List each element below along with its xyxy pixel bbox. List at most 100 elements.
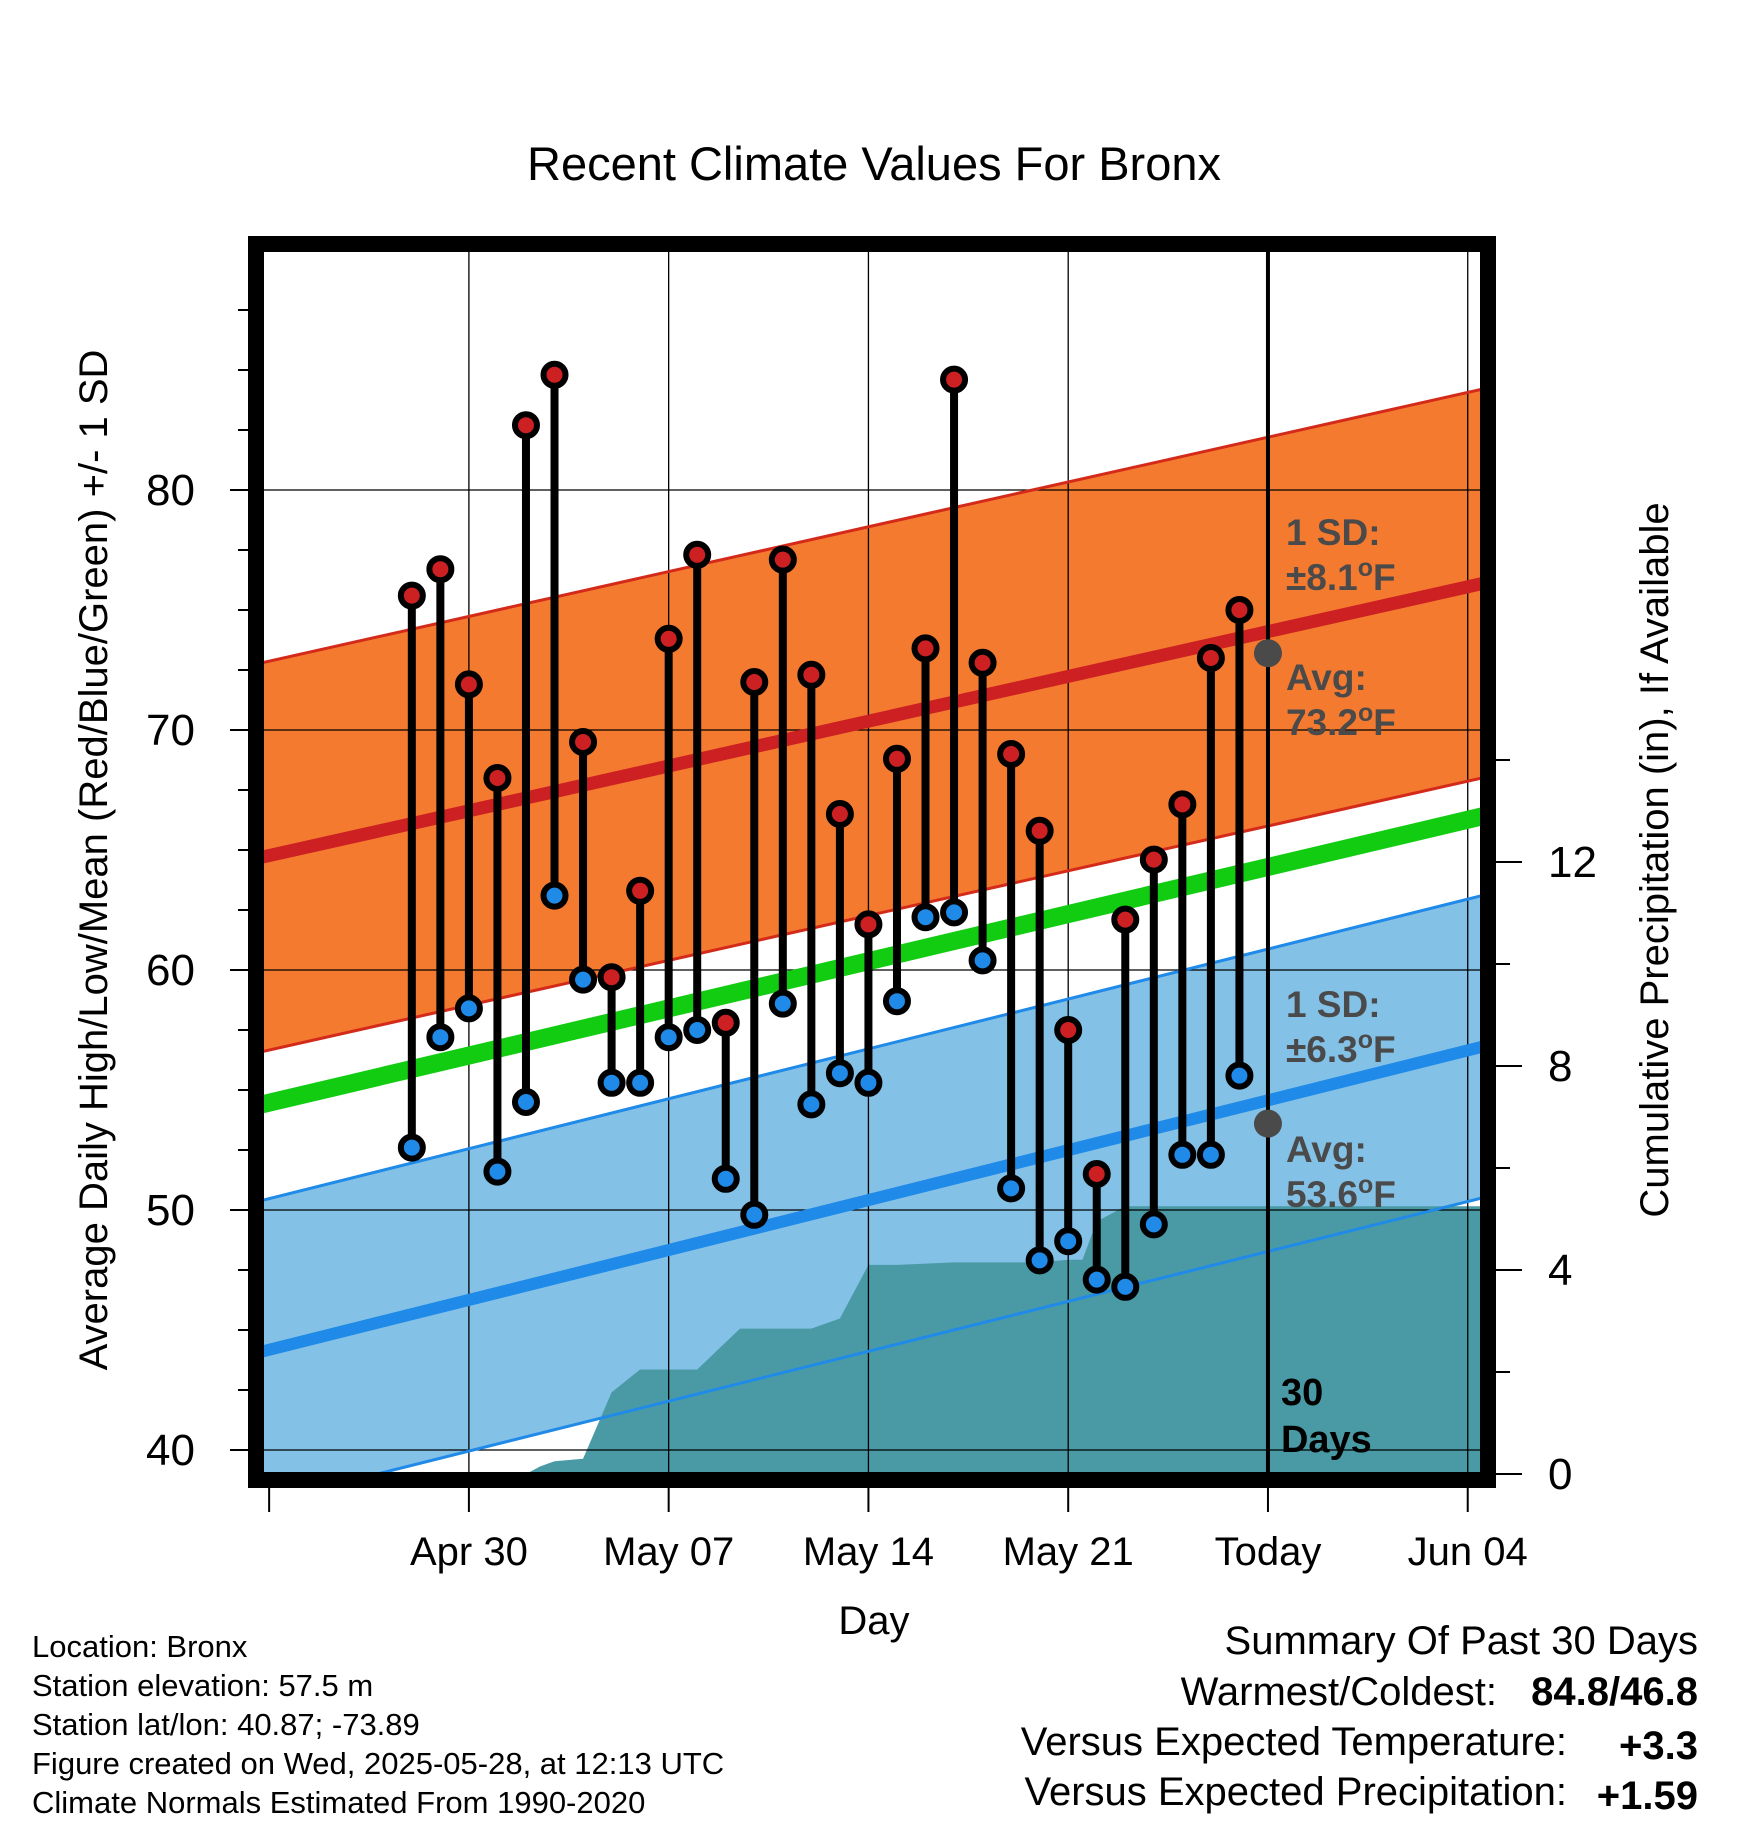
daily-high-marker (854, 910, 883, 939)
daily-low-marker (740, 1200, 769, 1229)
daily-low-marker (997, 1174, 1026, 1203)
today-normal-low-dot (1253, 1109, 1282, 1138)
x-tick-label: May 07 (603, 1530, 734, 1574)
summary-precip-label: Versus Expected Precipitation: (1024, 1770, 1567, 1814)
daily-high-marker (511, 411, 540, 440)
daily-low-marker (540, 881, 569, 910)
plot-frame (248, 236, 1496, 1488)
daily-low-marker (1054, 1227, 1083, 1256)
summary-slash: / (1609, 1670, 1620, 1714)
daily-low-marker (854, 1068, 883, 1097)
x-tick-label: Jun 04 (1408, 1530, 1528, 1574)
x-tick-label: May 14 (803, 1530, 934, 1574)
y-tick-label: 80 (146, 466, 195, 515)
daily-high-marker (483, 764, 512, 792)
y-tick-label: 60 (146, 946, 195, 995)
x-axis-label: Day (838, 1599, 909, 1643)
daily-high-marker (1168, 790, 1197, 819)
daily-high-marker (1225, 596, 1254, 624)
daily-high-marker (426, 555, 455, 584)
info-latlon: Station lat/lon: 40.87; -73.89 (32, 1707, 420, 1742)
daily-low-marker (968, 946, 997, 975)
today-marker: 30 Days (1265, 250, 1372, 1474)
y2-tick-label: 4 (1548, 1246, 1572, 1295)
summary-warmest-label: Warmest/Coldest: (1181, 1670, 1497, 1714)
daily-high-marker (940, 365, 969, 394)
y-axis-left: 40 50 60 70 80 (146, 309, 248, 1475)
daily-low-marker (1082, 1265, 1111, 1294)
info-location: Location: Bronx (32, 1629, 248, 1664)
daily-high-marker (454, 670, 483, 699)
daily-low-marker (426, 1023, 455, 1052)
today-days-word: Days (1281, 1419, 1372, 1461)
daily-high-marker (654, 624, 683, 653)
daily-high-marker (683, 540, 712, 569)
daily-high-marker (797, 660, 826, 689)
daily-high-marker (1025, 816, 1054, 845)
high-avg-value: 73.2oF (1286, 699, 1396, 743)
summary-warmest-coldest: 84.8/46.8 (1531, 1670, 1698, 1714)
daily-low-marker (683, 1016, 712, 1044)
daily-high-marker (825, 800, 854, 828)
daily-high-marker (768, 545, 797, 574)
daily-high-marker (626, 876, 655, 905)
daily-temperature-marks (397, 360, 1254, 1301)
today-days-number: 30 (1281, 1372, 1323, 1414)
daily-high-marker (1139, 845, 1168, 874)
daily-high-marker (882, 744, 911, 773)
daily-low-marker (882, 987, 911, 1016)
y2-tick-label: 8 (1548, 1042, 1572, 1091)
daily-high-marker (1054, 1016, 1083, 1044)
high-avg-label: Avg: (1286, 657, 1367, 698)
high-sd-label: 1 SD: (1286, 512, 1381, 553)
low-band-lower-edge (371, 1196, 1482, 1474)
low-sd-label: 1 SD: (1286, 984, 1381, 1025)
y2-axis-label: Cumulative Precipitation (in), If Availa… (1633, 502, 1677, 1217)
summary-coldest-value: 46.8 (1620, 1670, 1698, 1714)
daily-high-marker (711, 1008, 740, 1037)
daily-low-marker (569, 965, 598, 994)
y-axis-label: Average Daily High/Low/Mean (Red/Blue/Gr… (72, 350, 116, 1371)
daily-high-marker (1196, 644, 1225, 672)
daily-high-marker (968, 648, 997, 677)
daily-low-marker (1225, 1061, 1254, 1090)
chart-title: Recent Climate Values For Bronx (527, 137, 1221, 190)
daily-low-marker (454, 994, 483, 1023)
x-axis: Apr 30 May 07 May 14 May 21 Today Jun 04 (268, 1488, 1528, 1574)
low-sd-band (262, 895, 1482, 1474)
daily-low-marker (1025, 1246, 1054, 1275)
daily-low-marker (597, 1068, 626, 1097)
info-elevation: Station elevation: 57.5 m (32, 1668, 373, 1703)
summary-temp-label: Versus Expected Temperature: (1021, 1720, 1567, 1764)
summary-temp-value: +3.3 (1619, 1724, 1698, 1768)
daily-high-marker (540, 360, 569, 389)
y2-tick-label: 0 (1548, 1450, 1572, 1499)
daily-low-marker (825, 1059, 854, 1088)
station-info: Location: Bronx Station elevation: 57.5 … (32, 1629, 724, 1820)
high-sd-value: ±8.1oF (1286, 554, 1396, 598)
daily-low-marker (911, 903, 940, 932)
daily-low-marker (511, 1088, 540, 1116)
daily-high-marker (740, 668, 769, 696)
daily-high-marker (569, 728, 598, 756)
y-axis-right: 0 4 8 12 (1496, 759, 1597, 1499)
x-tick-label: Today (1215, 1530, 1322, 1574)
daily-high-marker (997, 740, 1026, 768)
low-sd-value: ±6.3oF (1286, 1026, 1396, 1070)
daily-low-marker (483, 1157, 512, 1186)
info-normals: Climate Normals Estimated From 1990-2020 (32, 1785, 645, 1820)
daily-low-marker (1111, 1272, 1140, 1301)
x-tick-label: Apr 30 (410, 1530, 528, 1574)
daily-low-marker (768, 989, 797, 1018)
y-tick-label: 40 (146, 1426, 195, 1475)
plot-area (262, 250, 1482, 1474)
daily-low-marker (711, 1164, 740, 1193)
low-avg-value: 53.6oF (1286, 1171, 1396, 1215)
low-avg-label: Avg: (1286, 1129, 1367, 1170)
daily-high-marker (911, 634, 940, 663)
daily-high-marker (397, 581, 426, 610)
daily-high-marker (1082, 1160, 1111, 1188)
summary-precip-value: +1.59 (1597, 1774, 1698, 1818)
daily-low-marker (940, 898, 969, 927)
summary-title: Summary Of Past 30 Days (1225, 1619, 1698, 1663)
